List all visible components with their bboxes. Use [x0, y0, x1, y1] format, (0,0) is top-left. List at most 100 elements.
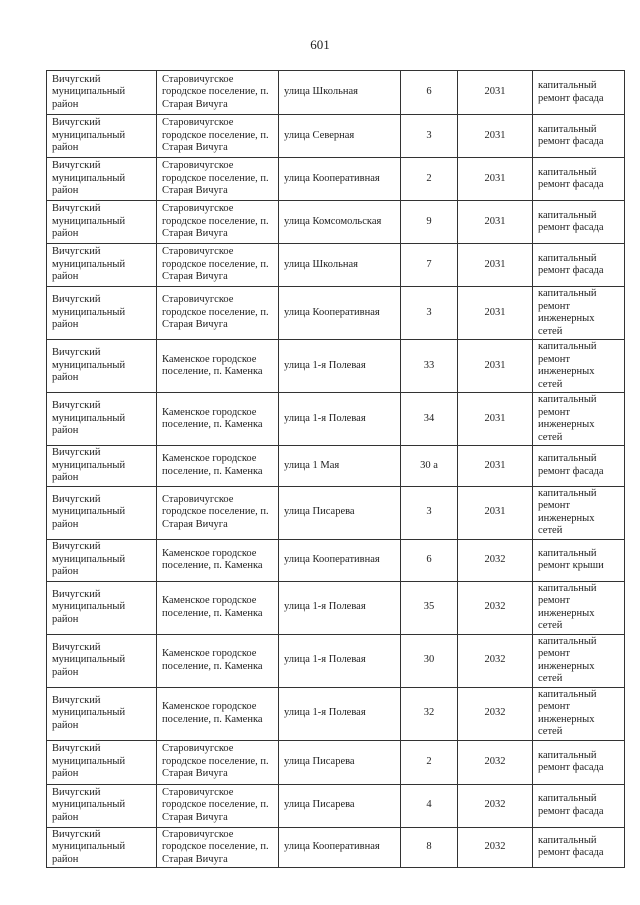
year-cell: 2031 [457, 286, 533, 340]
year-cell: 2031 [457, 339, 533, 393]
work-type-cell: капитальный ремонт фасада [532, 243, 625, 287]
district-cell: Вичугский муниципальный район [46, 392, 157, 446]
district-cell: Вичугский муниципальный район [46, 538, 157, 582]
settlement-cell: Старовичугское городское поселение, п. С… [156, 243, 279, 287]
table-row: Вичугский муниципальный район Каменское г… [46, 339, 625, 393]
house-number-cell: 6 [400, 70, 458, 115]
year-cell: 2031 [457, 70, 533, 115]
table-row: Вичугский муниципальный район Каменское г… [46, 580, 625, 635]
table-row: Вичугский муниципальный район Старовичугс… [46, 739, 625, 785]
year-cell: 2032 [457, 739, 533, 785]
table-row: Вичугский муниципальный район Каменское г… [46, 445, 625, 487]
house-number-cell: 35 [400, 580, 458, 635]
street-cell: улица Писарева [278, 739, 401, 785]
year-cell: 2031 [457, 392, 533, 446]
district-cell: Вичугский муниципальный район [46, 70, 157, 115]
settlement-cell: Старовичугское городское поселение, п. С… [156, 783, 279, 828]
work-type-cell: капитальный ремонт инженерных сетей [532, 686, 625, 741]
work-type-cell: капитальный ремонт фасада [532, 70, 625, 115]
work-type-cell: капитальный ремонт инженерных сетей [532, 580, 625, 635]
work-type-cell: капитальный ремонт фасада [532, 157, 625, 201]
district-cell: Вичугский муниципальный район [46, 686, 157, 741]
table-row: Вичугский муниципальный район Старовичугс… [46, 157, 625, 201]
house-number-cell: 30 а [400, 445, 458, 487]
work-type-cell: капитальный ремонт фасада [532, 445, 625, 487]
year-cell: 2031 [457, 157, 533, 201]
house-number-cell: 2 [400, 739, 458, 785]
street-cell: улица Писарева [278, 485, 401, 540]
year-cell: 2031 [457, 485, 533, 540]
work-type-cell: капитальный ремонт инженерных сетей [532, 392, 625, 446]
house-number-cell: 4 [400, 783, 458, 828]
settlement-cell: Старовичугское городское поселение, п. С… [156, 200, 279, 244]
street-cell: улица 1-я Полевая [278, 392, 401, 446]
year-cell: 2032 [457, 538, 533, 582]
work-type-cell: капитальный ремонт фасада [532, 739, 625, 785]
street-cell: улица Кооперативная [278, 538, 401, 582]
year-cell: 2031 [457, 243, 533, 287]
settlement-cell: Каменское городское поселение, п. Каменк… [156, 538, 279, 582]
district-cell: Вичугский муниципальный район [46, 783, 157, 828]
settlement-cell: Каменское городское поселение, п. Каменк… [156, 339, 279, 393]
street-cell: улица 1 Мая [278, 445, 401, 487]
house-number-cell: 30 [400, 633, 458, 688]
settlement-cell: Каменское городское поселение, п. Каменк… [156, 580, 279, 635]
year-cell: 2032 [457, 580, 533, 635]
district-cell: Вичугский муниципальный район [46, 826, 157, 868]
street-cell: улица Школьная [278, 243, 401, 287]
district-cell: Вичугский муниципальный район [46, 739, 157, 785]
district-cell: Вичугский муниципальный район [46, 339, 157, 393]
settlement-cell: Старовичугское городское поселение, п. С… [156, 114, 279, 158]
settlement-cell: Каменское городское поселение, п. Каменк… [156, 392, 279, 446]
district-cell: Вичугский муниципальный район [46, 485, 157, 540]
table-row: Вичугский муниципальный район Старовичугс… [46, 114, 625, 158]
house-number-cell: 9 [400, 200, 458, 244]
street-cell: улица Кооперативная [278, 286, 401, 340]
street-cell: улица Школьная [278, 70, 401, 115]
year-cell: 2032 [457, 633, 533, 688]
work-type-cell: капитальный ремонт фасада [532, 826, 625, 868]
year-cell: 2031 [457, 114, 533, 158]
table-row: Вичугский муниципальный район Старовичугс… [46, 485, 625, 540]
house-number-cell: 32 [400, 686, 458, 741]
house-number-cell: 33 [400, 339, 458, 393]
street-cell: улица Комсомольская [278, 200, 401, 244]
year-cell: 2032 [457, 783, 533, 828]
repair-schedule-table: Вичугский муниципальный район Старовичугс… [46, 70, 625, 868]
district-cell: Вичугский муниципальный район [46, 243, 157, 287]
settlement-cell: Каменское городское поселение, п. Каменк… [156, 686, 279, 741]
district-cell: Вичугский муниципальный район [46, 114, 157, 158]
table-row: Вичугский муниципальный район Старовичугс… [46, 826, 625, 868]
street-cell: улица 1-я Полевая [278, 580, 401, 635]
settlement-cell: Каменское городское поселение, п. Каменк… [156, 633, 279, 688]
work-type-cell: капитальный ремонт фасада [532, 200, 625, 244]
district-cell: Вичугский муниципальный район [46, 633, 157, 688]
table-row: Вичугский муниципальный район Старовичугс… [46, 243, 625, 287]
house-number-cell: 3 [400, 485, 458, 540]
table-row: Вичугский муниципальный район Каменское г… [46, 538, 625, 582]
house-number-cell: 34 [400, 392, 458, 446]
settlement-cell: Старовичугское городское поселение, п. С… [156, 157, 279, 201]
street-cell: улица 1-я Полевая [278, 633, 401, 688]
table-row: Вичугский муниципальный район Каменское г… [46, 686, 625, 741]
house-number-cell: 3 [400, 114, 458, 158]
settlement-cell: Старовичугское городское поселение, п. С… [156, 739, 279, 785]
street-cell: улица Кооперативная [278, 826, 401, 868]
table-row: Вичугский муниципальный район Каменское г… [46, 633, 625, 688]
table-row: Вичугский муниципальный район Старовичугс… [46, 70, 625, 115]
settlement-cell: Старовичугское городское поселение, п. С… [156, 485, 279, 540]
settlement-cell: Каменское городское поселение, п. Каменк… [156, 445, 279, 487]
street-cell: улица Писарева [278, 783, 401, 828]
house-number-cell: 6 [400, 538, 458, 582]
district-cell: Вичугский муниципальный район [46, 286, 157, 340]
house-number-cell: 3 [400, 286, 458, 340]
work-type-cell: капитальный ремонт инженерных сетей [532, 485, 625, 540]
district-cell: Вичугский муниципальный район [46, 445, 157, 487]
table-row: Вичугский муниципальный район Старовичугс… [46, 286, 625, 340]
district-cell: Вичугский муниципальный район [46, 200, 157, 244]
street-cell: улица Кооперативная [278, 157, 401, 201]
work-type-cell: капитальный ремонт крыши [532, 538, 625, 582]
house-number-cell: 7 [400, 243, 458, 287]
work-type-cell: капитальный ремонт инженерных сетей [532, 339, 625, 393]
page-number: 601 [310, 37, 330, 52]
